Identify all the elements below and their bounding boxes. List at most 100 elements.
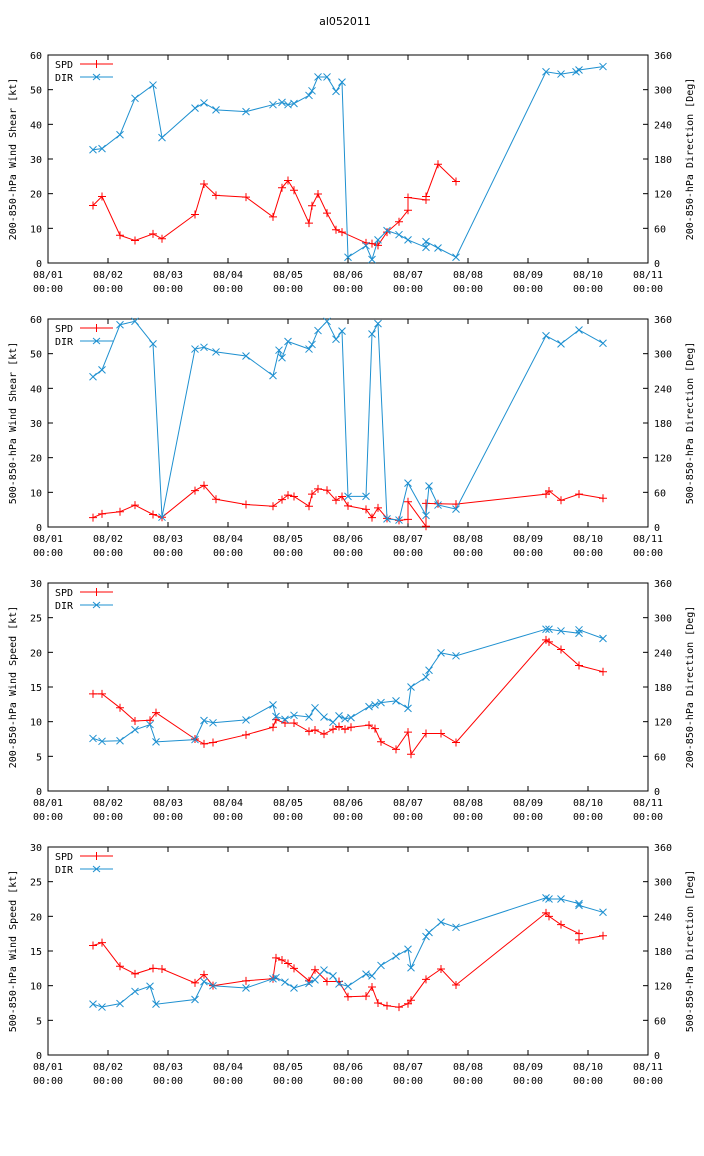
data-point-spd	[152, 708, 160, 717]
y-tick-label: 30	[30, 155, 42, 166]
chart-panel-2: 0 10 20 30 40 50 60 0 60 120 180 240 300 360 08/01 00:0…	[8, 315, 696, 559]
legend-spd-label: SPD	[55, 324, 73, 335]
y2-tick-label: 120	[654, 982, 672, 993]
data-point-spd	[575, 935, 583, 944]
data-point-spd	[89, 513, 97, 522]
y2-tick-label: 0	[654, 259, 660, 270]
data-point-spd	[383, 228, 391, 237]
y2-tick-label: 360	[654, 51, 672, 62]
y-tick-label: 15	[30, 947, 42, 958]
data-point-dir	[284, 100, 292, 109]
x-tick-time: 00:00	[33, 548, 63, 559]
data-point-spd	[599, 494, 607, 503]
data-point-spd	[434, 160, 442, 169]
x-tick-date: 08/03	[153, 1062, 183, 1073]
data-point-dir	[329, 718, 337, 727]
legend-spd-label: SPD	[55, 852, 73, 863]
data-point-dir	[116, 999, 124, 1008]
data-point-spd	[344, 992, 352, 1001]
x-tick-time: 00:00	[213, 812, 243, 823]
y2-tick-label: 300	[654, 614, 672, 625]
data-point-spd	[392, 745, 400, 754]
y2-tick-label: 60	[654, 752, 666, 763]
data-point-spd	[200, 481, 208, 490]
x-tick-time: 00:00	[153, 284, 183, 295]
data-point-spd	[371, 724, 379, 733]
x-tick-time: 00:00	[393, 548, 423, 559]
data-point-spd	[191, 210, 199, 219]
x-tick-time: 00:00	[393, 284, 423, 295]
data-point-dir	[557, 339, 565, 348]
x-tick-time: 00:00	[513, 284, 543, 295]
data-point-dir	[344, 982, 352, 991]
data-point-dir	[599, 62, 607, 71]
data-point-dir	[131, 317, 139, 326]
legend-spd-marker	[92, 324, 101, 332]
x-tick-time: 00:00	[573, 1076, 603, 1087]
y2-tick-label: 360	[654, 579, 672, 590]
data-point-spd	[305, 219, 313, 228]
x-tick-time: 00:00	[333, 548, 363, 559]
x-tick-time: 00:00	[453, 1076, 483, 1087]
y-tick-label: 10	[30, 982, 42, 993]
y2-axis-label: 200-850-hPa Direction [Deg]	[685, 606, 696, 769]
data-point-dir	[146, 720, 154, 729]
y-tick-label: 0	[36, 259, 42, 270]
data-point-spd	[320, 730, 328, 739]
y2-tick-label: 300	[654, 878, 672, 889]
data-point-dir	[422, 243, 430, 252]
data-point-dir	[311, 976, 319, 984]
data-point-dir	[395, 516, 403, 524]
data-point-dir	[209, 981, 217, 990]
x-tick-date: 08/05	[273, 270, 303, 281]
data-point-dir	[575, 326, 583, 334]
y-tick-label: 25	[30, 878, 42, 889]
y-tick-label: 50	[30, 86, 42, 97]
data-point-dir	[599, 339, 607, 348]
data-point-dir	[308, 340, 316, 349]
data-point-dir	[98, 1003, 106, 1011]
data-point-spd	[200, 739, 208, 748]
data-point-spd	[314, 190, 322, 199]
data-point-spd	[362, 505, 370, 514]
x-tick-time: 00:00	[213, 1076, 243, 1087]
x-tick-date: 08/10	[573, 534, 603, 545]
data-point-dir	[434, 244, 442, 252]
legend-spd-label: SPD	[55, 60, 73, 71]
data-point-spd	[599, 931, 607, 940]
data-point-spd	[329, 725, 337, 734]
x-tick-time: 00:00	[573, 548, 603, 559]
x-tick-date: 08/02	[93, 1062, 123, 1073]
y2-tick-label: 300	[654, 350, 672, 361]
y2-tick-label: 180	[654, 155, 672, 166]
data-point-dir	[404, 236, 412, 244]
data-point-dir	[344, 253, 352, 262]
y-axis-label: 200-850-hPa Wind Shear [kt]	[8, 78, 19, 241]
x-tick-date: 08/02	[93, 534, 123, 545]
data-point-dir	[422, 673, 430, 682]
data-point-dir	[452, 505, 460, 513]
x-tick-time: 00:00	[33, 1076, 63, 1087]
y2-tick-label: 240	[654, 648, 672, 659]
y-tick-label: 30	[30, 419, 42, 430]
y-tick-label: 10	[30, 224, 42, 235]
data-point-spd	[404, 515, 412, 524]
data-point-spd	[365, 721, 373, 730]
data-point-spd	[242, 500, 250, 509]
data-point-spd	[209, 738, 217, 747]
data-point-spd	[575, 490, 583, 499]
data-point-spd	[452, 980, 460, 989]
data-point-dir	[344, 492, 352, 501]
data-point-spd	[98, 689, 106, 698]
data-point-spd	[347, 723, 355, 732]
x-tick-date: 08/06	[333, 1062, 363, 1073]
x-tick-date: 08/07	[393, 270, 423, 281]
y-tick-label: 0	[36, 523, 42, 534]
data-point-dir	[308, 86, 316, 95]
data-point-spd	[200, 179, 208, 188]
y-tick-label: 30	[30, 579, 42, 590]
y-axis-label: 500-850-hPa Wind Shear [kt]	[8, 342, 19, 505]
data-point-dir	[338, 327, 346, 335]
data-point-spd	[89, 941, 97, 950]
y-tick-label: 20	[30, 648, 42, 659]
